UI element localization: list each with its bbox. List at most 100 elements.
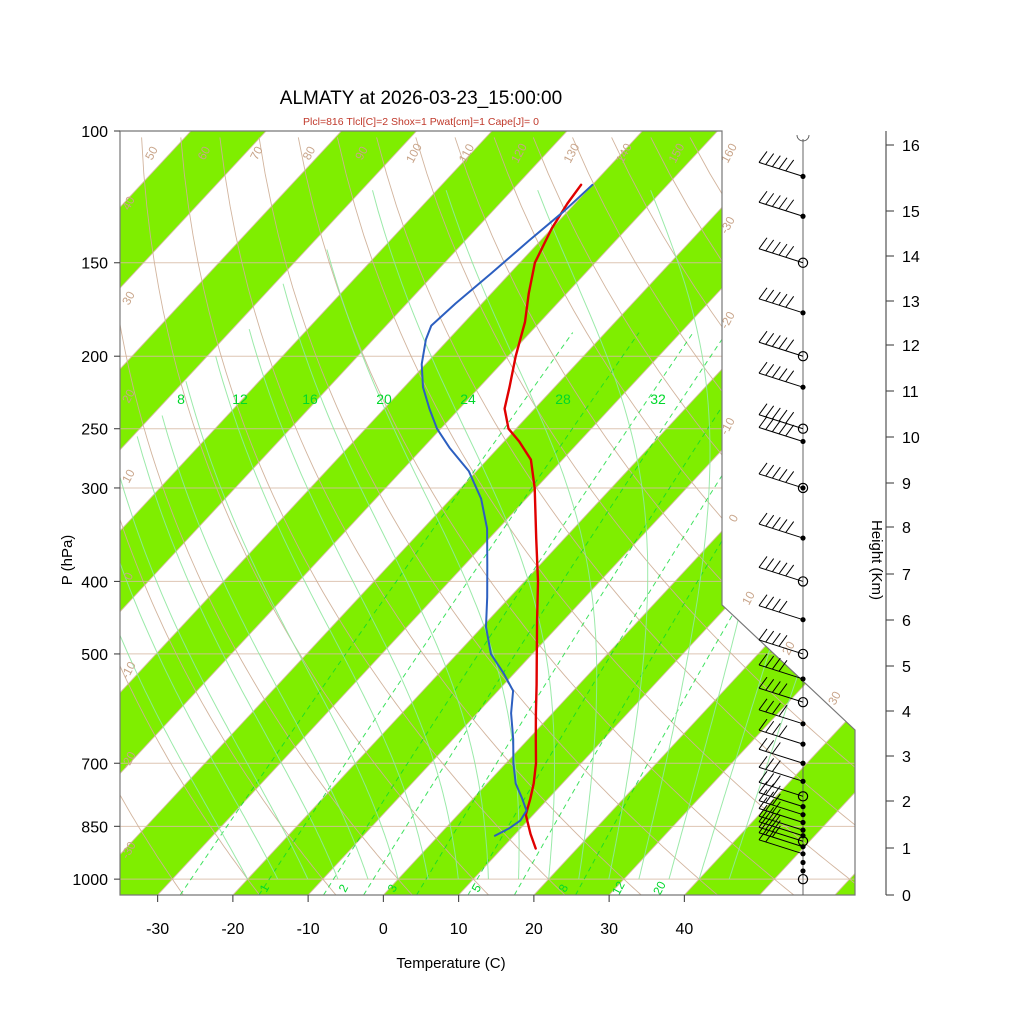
wind-barb-flag: [778, 368, 788, 380]
theta-label: 24: [460, 391, 476, 407]
wind-barb-flag: [785, 245, 795, 258]
isotherm-line: [985, 131, 1024, 895]
dry-adiabat-line: [120, 137, 413, 895]
wind-barb-flag: [771, 366, 781, 378]
wind-barb-flag: [771, 560, 781, 572]
mixing-ratio-label: 20: [650, 879, 669, 898]
wind-barb-flag: [771, 155, 781, 167]
wind-barb-flag: [778, 704, 788, 717]
wind-barb-flag: [765, 514, 775, 527]
moist-adiabat-line: [185, 381, 399, 880]
wind-level-circle: [797, 257, 809, 268]
wind-barb-shaft: [758, 664, 804, 680]
wind-barb-flag: [771, 785, 781, 798]
height-tick-label: 0: [902, 888, 911, 905]
wind-barb-flag: [765, 289, 775, 302]
wind-barb-flag: [771, 723, 781, 735]
wind-level-dot: [800, 819, 806, 826]
wind-level-circle: [797, 351, 809, 362]
temperature-profile: [503, 183, 583, 850]
wind-barb-flag: [758, 797, 768, 809]
isotherm-line: [910, 131, 1024, 895]
wind-barb-top-marker: [796, 134, 810, 142]
wind-barb-flag: [758, 462, 768, 475]
wind-barb-flag: [771, 760, 781, 772]
moist-adiabat-line: [728, 190, 855, 880]
wind-barb-flag: [778, 337, 788, 349]
wind-barb-flag: [765, 630, 775, 643]
wind-barb-shaft: [758, 748, 804, 764]
wind-barb-flag: [765, 418, 775, 430]
isotherm-label-top: 90: [352, 144, 371, 163]
pressure-tick-label: 500: [81, 647, 108, 664]
pressure-tick-label: 150: [81, 256, 108, 273]
wind-barb-flag: [765, 806, 775, 819]
wind-barb-flag: [778, 422, 788, 435]
shading-band: [834, 131, 855, 895]
height-tick-label: 7: [902, 567, 911, 584]
wind-level-circle: [797, 576, 809, 587]
isotherm-label-top: 80: [300, 144, 319, 163]
wind-barb-flag: [765, 655, 775, 668]
wind-barb-column: [758, 134, 810, 895]
wind-barb-flag: [771, 516, 781, 529]
moist-adiabat-line: [120, 483, 279, 880]
isotherm-line: [0, 131, 116, 895]
wind-barb-flag: [771, 742, 781, 754]
wind-barb-flag: [758, 810, 768, 823]
dry-adiabat-line: [415, 137, 855, 895]
mixing-ratio-line: [363, 332, 727, 895]
height-tick-label: 1: [902, 841, 911, 858]
wind-barb-flag: [758, 287, 768, 300]
wind-barb-flag: [771, 809, 781, 821]
height-tick-label: 14: [902, 249, 920, 266]
isotherm-label-right: 10: [739, 589, 758, 608]
mixing-ratio-line: [179, 332, 574, 895]
wind-barb-shaft: [758, 729, 804, 745]
wind-barb-flag: [765, 464, 775, 477]
wind-barb-flag: [765, 799, 775, 811]
wind-barb-flag: [765, 758, 775, 770]
height-tick-label: 3: [902, 749, 911, 766]
shading-band: [120, 131, 417, 895]
wind-barb-flag: [758, 804, 768, 817]
dry-adiabat-line: [532, 137, 855, 895]
wind-level-circle: [797, 482, 809, 494]
wind-level-dot: [800, 741, 806, 747]
wind-barb-flag: [765, 193, 775, 205]
wind-level-dot: [800, 676, 806, 682]
wind-barb-shaft: [758, 426, 804, 442]
wind-barb-flag: [778, 562, 788, 575]
wind-barb-flag: [758, 676, 768, 689]
isotherm-line: [120, 131, 718, 895]
wind-barb-shaft: [758, 781, 804, 797]
wind-barb-shaft: [758, 792, 804, 808]
wind-barb-flag: [778, 157, 788, 170]
moist-adiabat-line: [136, 436, 339, 880]
wind-barb-flag: [758, 416, 768, 428]
wind-barb-flag: [771, 195, 781, 207]
pressure-tick-label: 300: [81, 481, 108, 498]
height-tick-label: 9: [902, 476, 911, 493]
isotherm-line: [120, 131, 643, 895]
dry-adiabat-line: [297, 137, 795, 895]
wind-barb-flag: [785, 199, 795, 212]
dry-adiabat-line: [0, 137, 107, 895]
height-tick-label: 10: [902, 430, 920, 447]
pressure-tick-label: 1000: [72, 872, 108, 889]
wind-barb-shaft: [758, 832, 804, 848]
shading-band: [533, 131, 855, 895]
wind-barb-flag: [778, 469, 788, 481]
isotherm-label-left: 20: [119, 387, 138, 406]
wind-level-circle: [797, 423, 809, 434]
mixing-ratio-line: [416, 332, 771, 895]
wind-barb-flag: [785, 471, 795, 483]
wind-barb-flag: [771, 291, 781, 304]
shading-band: [120, 131, 718, 895]
wind-barb-flag: [758, 151, 768, 163]
wind-barb-flag: [778, 660, 788, 672]
wind-barb-flag: [778, 635, 788, 647]
wind-barb-flag: [765, 773, 775, 785]
moist-adiabat-line: [372, 190, 555, 880]
dry-adiabat-line: [141, 137, 489, 895]
